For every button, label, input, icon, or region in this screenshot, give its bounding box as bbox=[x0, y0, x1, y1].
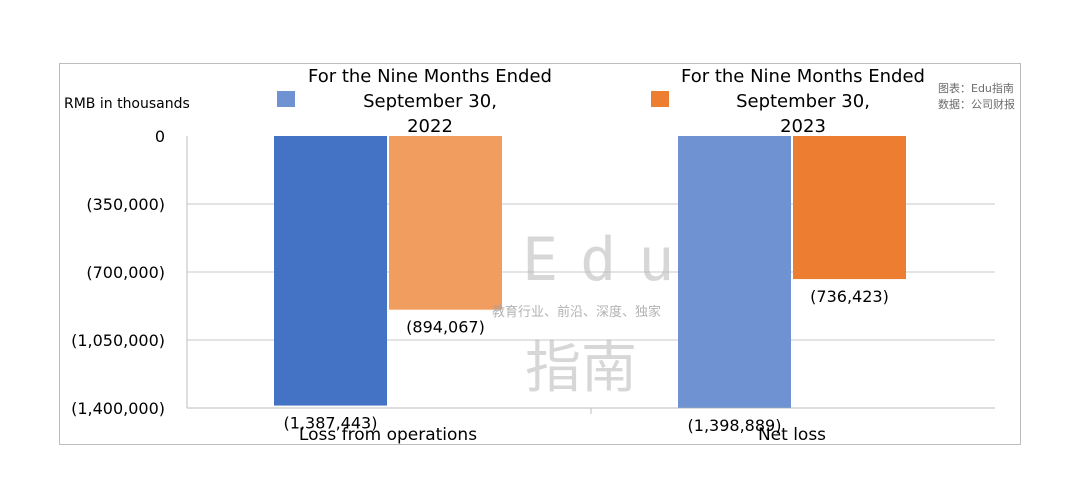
watermark: Edu 教育行业、前沿、深度、独家 指南 bbox=[492, 225, 696, 401]
y-tick-label: (700,000) bbox=[86, 263, 165, 282]
bar bbox=[389, 136, 502, 310]
y-tick-label: 0 bbox=[155, 127, 165, 146]
data-label: (1,398,889) bbox=[688, 416, 782, 435]
y-axis: 0 (350,000) (700,000) (1,050,000) (1,400,000… bbox=[71, 127, 995, 418]
data-label: (736,423) bbox=[810, 287, 889, 306]
category-label: Net loss bbox=[758, 425, 826, 445]
watermark-latin: Edu bbox=[522, 225, 696, 295]
legend-label: For the Nine Months Ended bbox=[681, 66, 925, 87]
watermark-tagline: 教育行业、前沿、深度、独家 bbox=[492, 304, 661, 320]
chart-frame bbox=[59, 63, 1021, 445]
bars bbox=[274, 136, 906, 408]
category-labels: Loss from operations Net loss bbox=[299, 425, 826, 445]
legend-label: For the Nine Months Ended bbox=[308, 66, 552, 87]
y-tick-label: (350,000) bbox=[86, 195, 165, 214]
category-label: Loss from operations bbox=[299, 425, 477, 445]
bar bbox=[678, 136, 791, 408]
bar bbox=[274, 136, 387, 406]
y-tick-label: (1,050,000) bbox=[71, 331, 165, 350]
legend-label: 2022 bbox=[407, 116, 453, 137]
y-axis-label: RMB in thousands bbox=[64, 96, 190, 112]
legend-label: 2023 bbox=[780, 116, 826, 137]
data-label: (1,387,443) bbox=[284, 414, 378, 433]
legend-swatch bbox=[277, 91, 295, 107]
bar bbox=[793, 136, 906, 280]
data-labels: (1,387,443) (894,067) (1,398,889) (736,423) bbox=[284, 287, 889, 435]
data-label: (894,067) bbox=[406, 318, 485, 337]
legend-label: September 30, bbox=[363, 91, 497, 112]
legend-label: September 30, bbox=[736, 91, 870, 112]
watermark-chinese: 指南 bbox=[525, 336, 637, 401]
legend-swatch bbox=[651, 91, 669, 107]
y-tick-label: (1,400,000) bbox=[71, 399, 165, 418]
source-note-chart: 图表：Edu指南 bbox=[938, 81, 1014, 95]
source-note-data: 数据：公司财报 bbox=[938, 97, 1015, 111]
legend: For the Nine Months Ended September 30, 20… bbox=[277, 66, 925, 137]
